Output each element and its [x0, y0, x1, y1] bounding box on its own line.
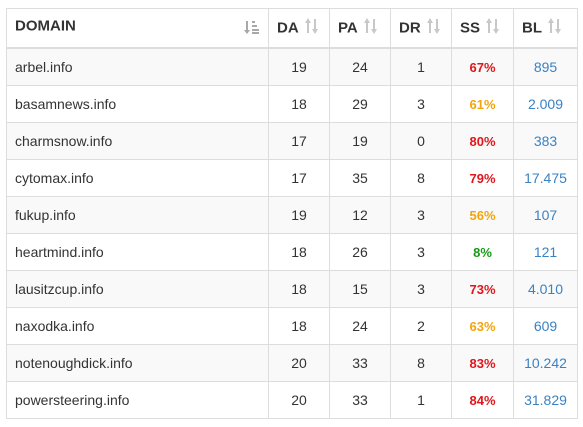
bl-cell[interactable]: 383 — [513, 122, 578, 160]
column-header-ss[interactable]: SS — [451, 8, 514, 49]
domain-metrics-table: DOMAIN DA — [6, 8, 578, 419]
column-header-dr-label: DR — [399, 19, 421, 37]
domain-cell: cytomax.info — [6, 159, 269, 197]
da-cell: 18 — [268, 233, 330, 271]
pa-cell: 29 — [329, 85, 391, 123]
ss-cell: 67% — [451, 47, 514, 86]
ss-cell: 73% — [451, 270, 514, 308]
sort-updown-icon[interactable] — [548, 18, 562, 38]
column-header-pa[interactable]: PA — [329, 8, 391, 49]
domain-cell: fukup.info — [6, 196, 269, 234]
bl-cell[interactable]: 895 — [513, 47, 578, 86]
domain-cell: powersteering.info — [6, 381, 269, 419]
bl-cell[interactable]: 4.010 — [513, 270, 578, 308]
sort-updown-icon[interactable] — [304, 18, 319, 38]
pa-cell: 35 — [329, 159, 391, 197]
bl-cell[interactable]: 31.829 — [513, 381, 578, 419]
ss-cell: 80% — [451, 122, 514, 160]
da-cell: 20 — [268, 381, 330, 419]
da-cell: 18 — [268, 270, 330, 308]
dr-cell: 8 — [390, 159, 452, 197]
pa-cell: 26 — [329, 233, 391, 271]
bl-cell[interactable]: 2.009 — [513, 85, 578, 123]
ss-cell: 83% — [451, 344, 514, 382]
bl-cell[interactable]: 10.242 — [513, 344, 578, 382]
dr-cell: 3 — [390, 196, 452, 234]
domain-cell: lausitzcup.info — [6, 270, 269, 308]
sort-updown-icon[interactable] — [426, 18, 441, 38]
table-row: cytomax.info 17 35 8 79% 17.475 — [6, 159, 578, 197]
ss-cell: 79% — [451, 159, 514, 197]
ss-cell: 8% — [451, 233, 514, 271]
table-row: naxodka.info 18 24 2 63% 609 — [6, 307, 578, 345]
domain-cell: heartmind.info — [6, 233, 269, 271]
pa-cell: 15 — [329, 270, 391, 308]
domain-cell: arbel.info — [6, 47, 269, 86]
dr-cell: 8 — [390, 344, 452, 382]
table-row: fukup.info 19 12 3 56% 107 — [6, 196, 578, 234]
sort-alpha-icon[interactable] — [244, 19, 260, 39]
dr-cell: 3 — [390, 85, 452, 123]
bl-cell[interactable]: 609 — [513, 307, 578, 345]
pa-cell: 24 — [329, 47, 391, 86]
bl-cell[interactable]: 121 — [513, 233, 578, 271]
bl-cell[interactable]: 17.475 — [513, 159, 578, 197]
da-cell: 17 — [268, 159, 330, 197]
column-header-domain-label: DOMAIN — [15, 17, 76, 35]
table-row: charmsnow.info 17 19 0 80% 383 — [6, 122, 578, 160]
pa-cell: 12 — [329, 196, 391, 234]
da-cell: 18 — [268, 85, 330, 123]
column-header-bl[interactable]: BL — [513, 8, 578, 49]
da-cell: 17 — [268, 122, 330, 160]
bl-cell[interactable]: 107 — [513, 196, 578, 234]
dr-cell: 1 — [390, 381, 452, 419]
table-row: lausitzcup.info 18 15 3 73% 4.010 — [6, 270, 578, 308]
ss-cell: 61% — [451, 85, 514, 123]
column-header-domain[interactable]: DOMAIN — [6, 8, 269, 49]
dr-cell: 1 — [390, 47, 452, 86]
da-cell: 19 — [268, 196, 330, 234]
domain-table-container: DOMAIN DA — [6, 8, 578, 419]
dr-cell: 3 — [390, 270, 452, 308]
column-header-ss-label: SS — [460, 19, 481, 37]
column-header-dr[interactable]: DR — [390, 8, 452, 49]
column-header-da-label: DA — [277, 19, 299, 37]
domain-cell: notenoughdick.info — [6, 344, 269, 382]
sort-updown-icon[interactable] — [363, 18, 378, 38]
table-row: powersteering.info 20 33 1 84% 31.829 — [6, 381, 578, 419]
table-row: heartmind.info 18 26 3 8% 121 — [6, 233, 578, 271]
domain-cell: charmsnow.info — [6, 122, 269, 160]
dr-cell: 3 — [390, 233, 452, 271]
pa-cell: 33 — [329, 344, 391, 382]
da-cell: 19 — [268, 47, 330, 86]
dr-cell: 2 — [390, 307, 452, 345]
table-row: basamnews.info 18 29 3 61% 2.009 — [6, 85, 578, 123]
ss-cell: 63% — [451, 307, 514, 345]
da-cell: 20 — [268, 344, 330, 382]
pa-cell: 33 — [329, 381, 391, 419]
pa-cell: 19 — [329, 122, 391, 160]
domain-cell: naxodka.info — [6, 307, 269, 345]
column-header-da[interactable]: DA — [268, 8, 330, 49]
ss-cell: 84% — [451, 381, 514, 419]
domain-cell: basamnews.info — [6, 85, 269, 123]
ss-cell: 56% — [451, 196, 514, 234]
table-row: arbel.info 19 24 1 67% 895 — [6, 47, 578, 86]
table-row: notenoughdick.info 20 33 8 83% 10.242 — [6, 344, 578, 382]
pa-cell: 24 — [329, 307, 391, 345]
da-cell: 18 — [268, 307, 330, 345]
table-header-row: DOMAIN DA — [6, 8, 578, 49]
sort-updown-icon[interactable] — [486, 18, 500, 38]
column-header-pa-label: PA — [338, 19, 358, 37]
column-header-bl-label: BL — [522, 19, 542, 37]
dr-cell: 0 — [390, 122, 452, 160]
